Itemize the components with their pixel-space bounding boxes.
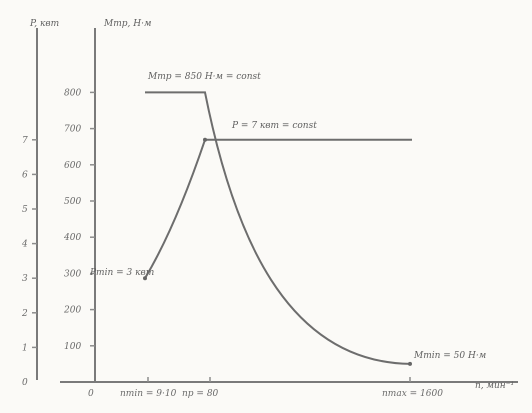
torque-tick-label: 300	[64, 269, 81, 279]
power-axis-title: P, квт	[29, 19, 59, 29]
annotation-p-min: Pmin = 3 квт	[89, 268, 154, 278]
power-ticks: 0 1 2 3 4 5 6 7	[21, 136, 37, 388]
x-tick-label: nmax = 1600	[382, 389, 443, 399]
power-tick-label: 2	[21, 309, 28, 319]
x-ticks: 0 nmin = 9·10 nр = 80 nmax = 1600	[88, 377, 443, 399]
power-tick-label: 4	[21, 240, 28, 250]
power-series-line	[144, 138, 412, 279]
power-tick-label: 6	[22, 170, 28, 180]
power-tick-label: 0	[22, 378, 28, 388]
power-tick-label: 1	[22, 343, 28, 353]
power-tick-label: 3	[22, 274, 28, 284]
x-tick-label: 0	[88, 389, 94, 399]
torque-tick-label: 800	[64, 88, 81, 98]
torque-min-point	[408, 361, 412, 366]
power-tick-label: 7	[22, 136, 28, 146]
torque-ticks: 100 200 300 400 500 600 700 800	[63, 88, 95, 352]
power-min-point	[143, 276, 147, 281]
torque-axis-title: Mтр, Н·м	[103, 19, 151, 29]
torque-tick-label: 600	[64, 161, 81, 171]
annotation-p-top: P = 7 квт = const	[231, 121, 317, 131]
annotation-m-top: Mтр = 850 Н·м = const	[147, 72, 261, 82]
x-tick-label: nр = 80	[182, 389, 219, 399]
torque-tick-label: 500	[64, 197, 81, 207]
torque-tick-label: 400	[63, 233, 81, 243]
torque-tick-label: 200	[63, 306, 81, 316]
annotation-m-min: Mmin = 50 Н·м	[413, 351, 486, 361]
x-tick-label: nmin = 9·10	[120, 389, 177, 399]
power-tick-label: 5	[22, 205, 28, 215]
torque-tick-label: 100	[64, 342, 81, 352]
x-axis-title: n, мин⁻¹	[475, 381, 514, 391]
power-rated-point	[203, 137, 207, 142]
torque-series-line	[145, 91, 411, 365]
torque-tick-label: 700	[64, 125, 81, 135]
